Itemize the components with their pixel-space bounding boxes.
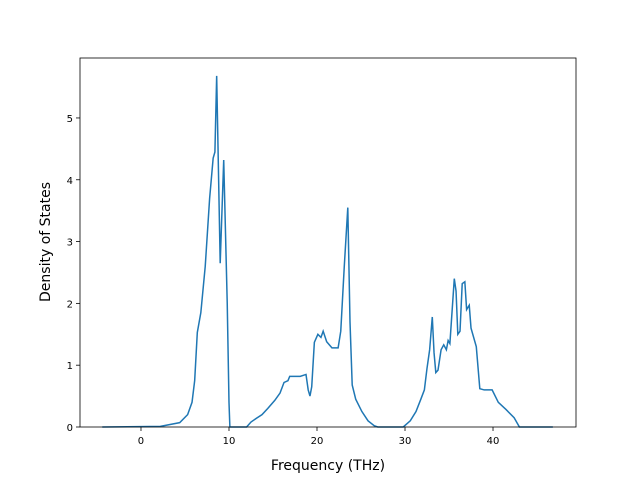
y-tick-label: 0 xyxy=(67,423,73,434)
x-tick-label: 30 xyxy=(399,436,412,447)
x-tick-label: 20 xyxy=(311,436,324,447)
x-tick-label: 40 xyxy=(487,436,500,447)
y-tick-label: 5 xyxy=(67,114,73,125)
x-tick-label: 10 xyxy=(223,436,236,447)
y-axis-title: Density of States xyxy=(38,182,54,302)
y-tick-label: 1 xyxy=(67,361,73,372)
plot-frame xyxy=(79,57,577,428)
y-tick-label: 2 xyxy=(67,299,73,310)
y-tick-label: 3 xyxy=(67,238,73,249)
line xyxy=(102,75,553,428)
x-axis-title: Frequency (THz) xyxy=(271,458,385,474)
y-tick-label: 4 xyxy=(67,176,73,187)
x-tick-label: 0 xyxy=(138,436,144,447)
